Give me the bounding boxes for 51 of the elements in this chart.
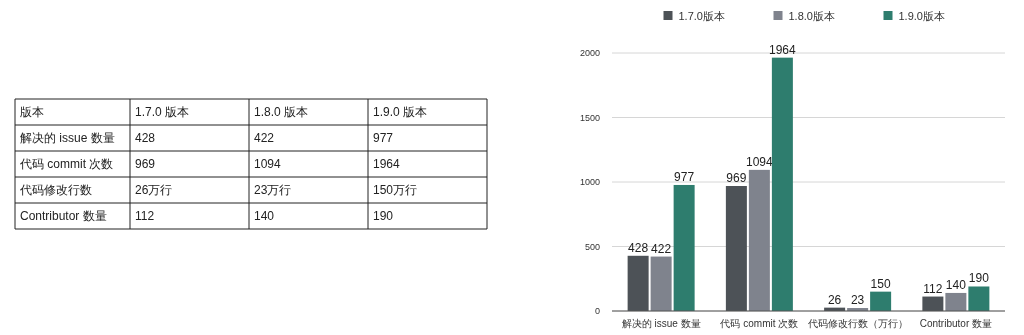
data-label: 23万行 bbox=[254, 183, 292, 197]
x-tick-label: 解决的 issue 数量 bbox=[621, 318, 701, 329]
data-label: 26万行 bbox=[135, 183, 173, 197]
data-label: 26 bbox=[827, 292, 842, 307]
data-label: 150万行 bbox=[373, 183, 418, 197]
data-label: 1964 bbox=[769, 42, 797, 57]
data-label: 969 bbox=[726, 171, 747, 185]
data-label: 422 bbox=[651, 241, 672, 256]
data-label: 140 bbox=[945, 277, 967, 292]
data-label: 23 bbox=[850, 293, 865, 308]
legend-label: 1.7.0版本 bbox=[678, 10, 725, 22]
legend-label: 1.9.0版本 bbox=[898, 10, 945, 22]
x-tick-label: Contributor 数量 bbox=[919, 318, 992, 329]
x-tick-label: 代码 commit 次数 bbox=[719, 318, 799, 329]
y-tick-label: 0 bbox=[594, 306, 600, 316]
bar bbox=[771, 57, 793, 311]
legend-label: 1.8.0版本 bbox=[788, 10, 835, 22]
data-label: 969 bbox=[135, 157, 156, 171]
y-tick-label: 1500 bbox=[579, 112, 600, 123]
x-tick-label: 代码修改行数（万行） bbox=[806, 318, 908, 329]
data-label: 428 bbox=[135, 131, 156, 145]
data-label: 428 bbox=[628, 240, 649, 255]
data-label: 112 bbox=[923, 281, 943, 296]
bar bbox=[748, 169, 770, 311]
x-tick-label: 1.9.0 版本 bbox=[373, 105, 428, 119]
data-label: 977 bbox=[373, 131, 394, 145]
bar bbox=[968, 286, 990, 311]
bar bbox=[650, 256, 672, 311]
bar bbox=[673, 184, 695, 311]
data-label: 422 bbox=[254, 131, 275, 145]
text: 版本 bbox=[20, 105, 44, 119]
data-label: 190 bbox=[968, 271, 990, 286]
y-tick-label: 解决的 issue 数量 bbox=[20, 131, 115, 145]
data-label: 140 bbox=[254, 209, 275, 223]
y-tick-label: Contributor 数量 bbox=[20, 209, 107, 223]
x-tick-label: 1.7.0 版本 bbox=[135, 105, 190, 119]
x-tick-label: 1.8.0 版本 bbox=[254, 105, 309, 119]
data-label: 190 bbox=[373, 209, 394, 223]
y-tick-label: 1000 bbox=[579, 177, 600, 187]
y-tick-label: 代码 commit 次数 bbox=[19, 157, 114, 171]
y-tick-label: 2000 bbox=[579, 48, 600, 58]
data-label: 1964 bbox=[373, 157, 401, 171]
data-label: 112 bbox=[135, 209, 155, 223]
data-label: 977 bbox=[674, 169, 695, 184]
bar bbox=[870, 291, 892, 311]
bar bbox=[945, 292, 967, 311]
data-label: 1094 bbox=[746, 154, 774, 169]
y-tick-label: 500 bbox=[584, 241, 600, 252]
data-label: 150 bbox=[870, 276, 891, 291]
data-label: 1094 bbox=[254, 157, 282, 171]
y-tick-label: 代码修改行数 bbox=[19, 183, 92, 197]
